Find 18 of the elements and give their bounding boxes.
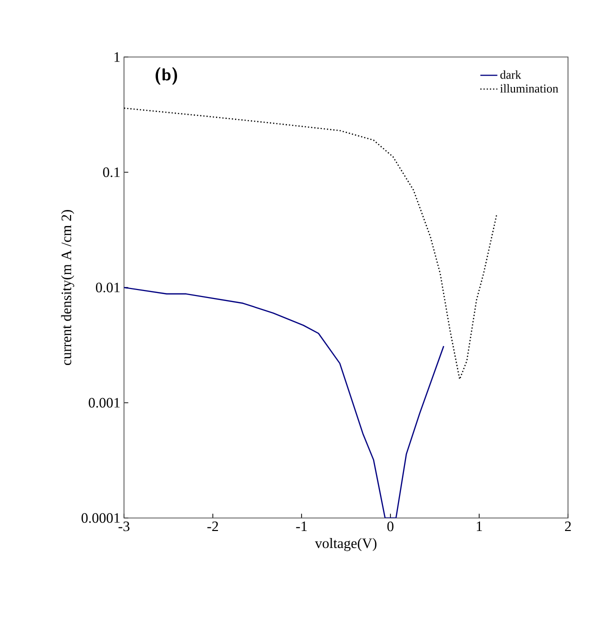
y-axis-title: current density(m A /cm 2) [61,210,74,366]
line-series [124,108,498,380]
annotation: (b) [156,67,178,85]
x-tick-label: 2 [565,522,571,532]
y-tick-label: 0.01 [96,282,120,292]
legend-label: illumination [500,84,558,93]
y-tick-label: 1 [114,52,120,62]
y-tick-label: 0.0001 [82,513,120,523]
x-tick-label: 1 [476,522,482,531]
x-tick-label: -3 [118,522,130,532]
x-tick-label: -1 [296,522,307,531]
x-tick-label: -2 [207,522,218,532]
line-series [124,286,444,518]
x-tick-label: 0 [387,522,394,532]
x-axis-title: voltage(V) [314,538,376,552]
legend-label: dark [500,70,522,79]
y-tick-label: 0.1 [103,167,120,178]
y-tick-label: 0.001 [88,398,120,408]
